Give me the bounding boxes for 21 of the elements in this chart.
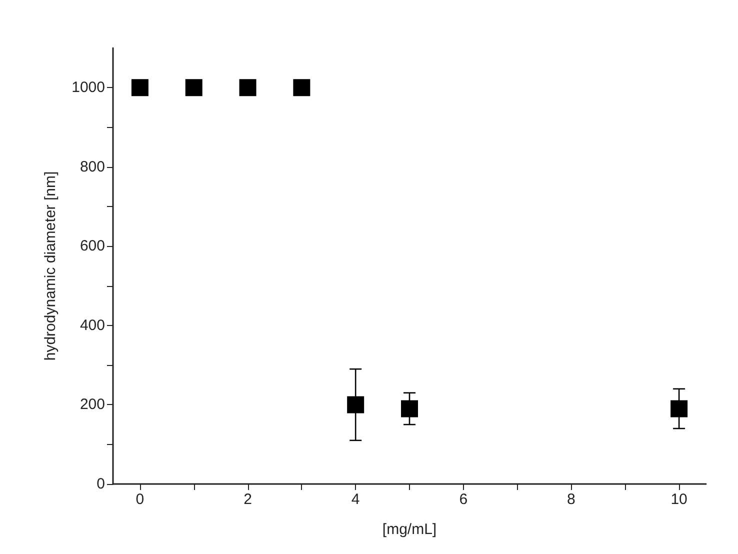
point bbox=[239, 79, 256, 96]
y-axis-title: hydrodynamic diameter [nm] bbox=[42, 171, 59, 361]
y-tick-label: 600 bbox=[80, 238, 105, 255]
point bbox=[293, 79, 310, 96]
x-tick-label: 0 bbox=[136, 491, 144, 508]
x-axis-title: [mg/mL] bbox=[382, 521, 437, 538]
x-tick-label: 4 bbox=[351, 491, 360, 508]
y-tick-label: 400 bbox=[80, 316, 105, 334]
y-tick-label: 1000 bbox=[72, 79, 105, 96]
x-tick-label: 6 bbox=[459, 491, 468, 508]
y-tick-label: 0 bbox=[96, 476, 105, 492]
x-tick-label: 8 bbox=[567, 491, 576, 508]
point bbox=[401, 400, 418, 418]
point bbox=[670, 400, 688, 418]
x-tick-label: 10 bbox=[670, 491, 688, 508]
x-tick-label: 2 bbox=[244, 491, 252, 508]
y-tick-label: 800 bbox=[80, 158, 105, 176]
y-tick-label: 200 bbox=[80, 396, 105, 414]
point bbox=[347, 396, 364, 414]
point bbox=[131, 79, 148, 96]
point bbox=[185, 79, 202, 96]
